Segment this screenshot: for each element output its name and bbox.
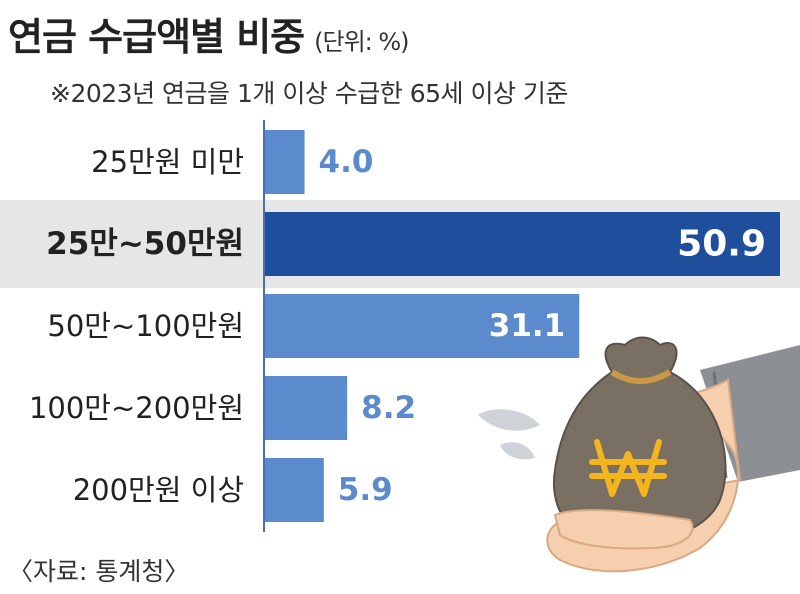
category-label-4: 200만원 이상 [73,473,244,507]
bar-3 [264,376,348,440]
bar-4 [264,458,324,522]
value-label-2: 31.1 [489,308,566,344]
unit-label: (단위: %) [314,28,409,56]
value-label-4: 5.9 [338,472,393,508]
money-bag-illustration [478,336,800,573]
title-text: 연금 수급액별 비중 [8,15,305,59]
category-label-2: 50만~100만원 [47,309,244,343]
value-label-0: 4.0 [319,144,374,180]
bar-1 [264,212,780,276]
category-label-1: 25만~50만원 [46,226,244,262]
chart-title: 연금 수급액별 비중 (단위: %) [8,6,410,61]
value-label-3: 8.2 [361,390,416,426]
category-label-3: 100만~200만원 [29,391,244,425]
value-label-1: 50.9 [677,224,766,265]
category-label-0: 25만원 미만 [91,145,244,179]
bar-0 [264,130,305,194]
bar-2 [264,294,580,358]
source-note: 〈자료: 통계청〉 [8,557,190,586]
chart-subtitle: ※2023년 연금을 1개 이상 수급한 65세 이상 기준 [50,79,568,108]
